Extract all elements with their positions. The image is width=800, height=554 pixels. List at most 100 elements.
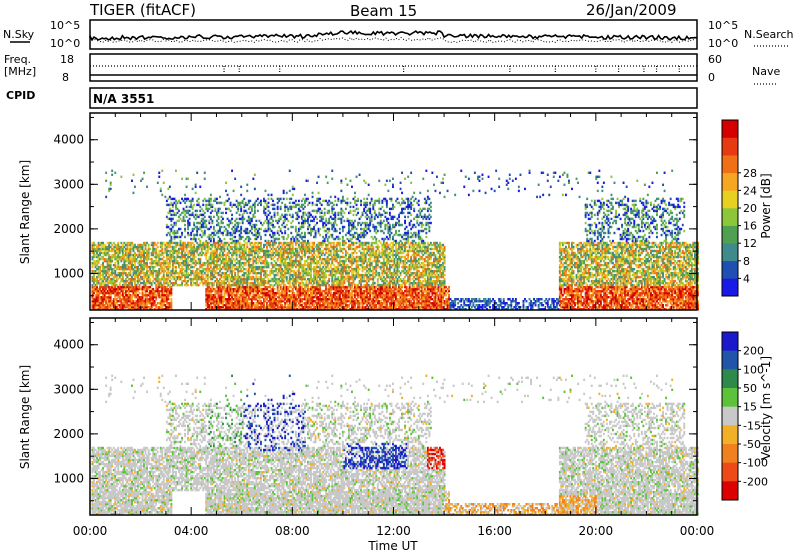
power-cell	[94, 283, 97, 287]
power-cell	[287, 265, 290, 269]
power-cell	[288, 296, 291, 299]
power-cell	[149, 298, 152, 301]
power-cell	[220, 281, 223, 285]
power-cell	[232, 231, 235, 235]
power-cell	[310, 289, 312, 293]
power-cell	[127, 249, 130, 253]
power-cell	[264, 249, 267, 253]
power-cell	[232, 294, 235, 297]
power-cell	[137, 300, 139, 303]
power-cell	[243, 267, 246, 271]
power-cell	[304, 249, 306, 253]
power-cell	[316, 265, 319, 269]
power-cell	[329, 257, 332, 261]
power-cell	[146, 269, 149, 273]
power-cell	[199, 233, 202, 237]
power-cell	[165, 203, 168, 207]
power-cell	[261, 287, 264, 291]
power-cell	[317, 249, 320, 253]
power-cell	[319, 291, 322, 295]
power-cell	[316, 275, 319, 279]
power-cell	[261, 289, 264, 293]
power-cell	[99, 269, 102, 273]
power-cell	[232, 189, 235, 193]
power-cell	[158, 302, 161, 305]
power-cell	[294, 239, 297, 243]
nsky-trace	[89, 29, 698, 44]
power-cell	[229, 275, 232, 279]
power-cell	[223, 289, 226, 293]
power-cell	[102, 273, 105, 277]
power-cell	[111, 302, 114, 305]
power-cell	[273, 237, 276, 241]
power-cell	[206, 243, 209, 247]
power-cell	[146, 296, 149, 299]
power-cell	[329, 306, 332, 309]
power-cell	[187, 279, 190, 283]
power-cell	[284, 271, 287, 275]
power-cell	[167, 267, 170, 271]
power-cell	[299, 259, 302, 263]
power-cell	[209, 298, 212, 301]
power-cell	[326, 265, 329, 269]
power-cell	[214, 247, 217, 251]
power-cell	[335, 253, 338, 257]
power-cell	[326, 211, 329, 215]
power-cell	[170, 235, 173, 239]
power-cell	[334, 294, 337, 297]
power-cell	[316, 287, 319, 291]
power-cell	[255, 259, 258, 263]
power-cell	[302, 203, 305, 207]
power-cell	[272, 289, 275, 293]
power-cell	[156, 306, 159, 309]
power-cell	[193, 251, 196, 255]
power-cell	[161, 241, 164, 245]
power-cell	[165, 259, 168, 263]
power-cell	[200, 247, 203, 251]
power-cell	[307, 306, 309, 309]
power-cell	[307, 283, 309, 287]
power-cell	[94, 249, 97, 253]
power-cell	[220, 221, 223, 225]
power-cell	[323, 267, 326, 271]
power-cell	[228, 225, 231, 229]
power-cell	[323, 304, 326, 307]
power-cell	[191, 207, 194, 211]
power-cell	[296, 253, 299, 257]
power-cell	[250, 241, 253, 245]
power-cell	[282, 257, 285, 261]
power-cell	[320, 261, 323, 265]
power-cell	[328, 304, 331, 307]
power-cell	[217, 231, 220, 235]
power-cell	[112, 267, 115, 271]
power-cell	[134, 283, 136, 287]
power-cell	[258, 201, 261, 205]
power-cell	[256, 277, 259, 281]
power-cell	[141, 300, 144, 303]
power-cell	[308, 231, 311, 235]
power-cell	[317, 302, 320, 305]
power-cell	[147, 273, 150, 277]
power-cell	[285, 241, 288, 245]
power-cell	[190, 257, 193, 261]
power-cell	[173, 231, 176, 235]
power-cell	[162, 281, 165, 285]
power-cell	[243, 277, 246, 281]
power-cell	[140, 302, 143, 305]
power-cell	[108, 275, 111, 279]
power-cell	[190, 201, 193, 205]
power-cell	[167, 211, 170, 215]
power-cell	[281, 287, 284, 291]
power-cell	[260, 247, 262, 251]
power-cell	[228, 265, 231, 269]
power-cell	[240, 304, 243, 307]
power-cell	[185, 205, 188, 209]
power-cell	[270, 287, 273, 291]
power-cell	[326, 269, 329, 273]
power-cell	[141, 304, 144, 307]
power-cell	[232, 257, 235, 261]
power-cell	[297, 277, 300, 281]
power-cell	[325, 281, 328, 285]
power-cell	[337, 306, 340, 309]
power-cell	[317, 298, 320, 301]
